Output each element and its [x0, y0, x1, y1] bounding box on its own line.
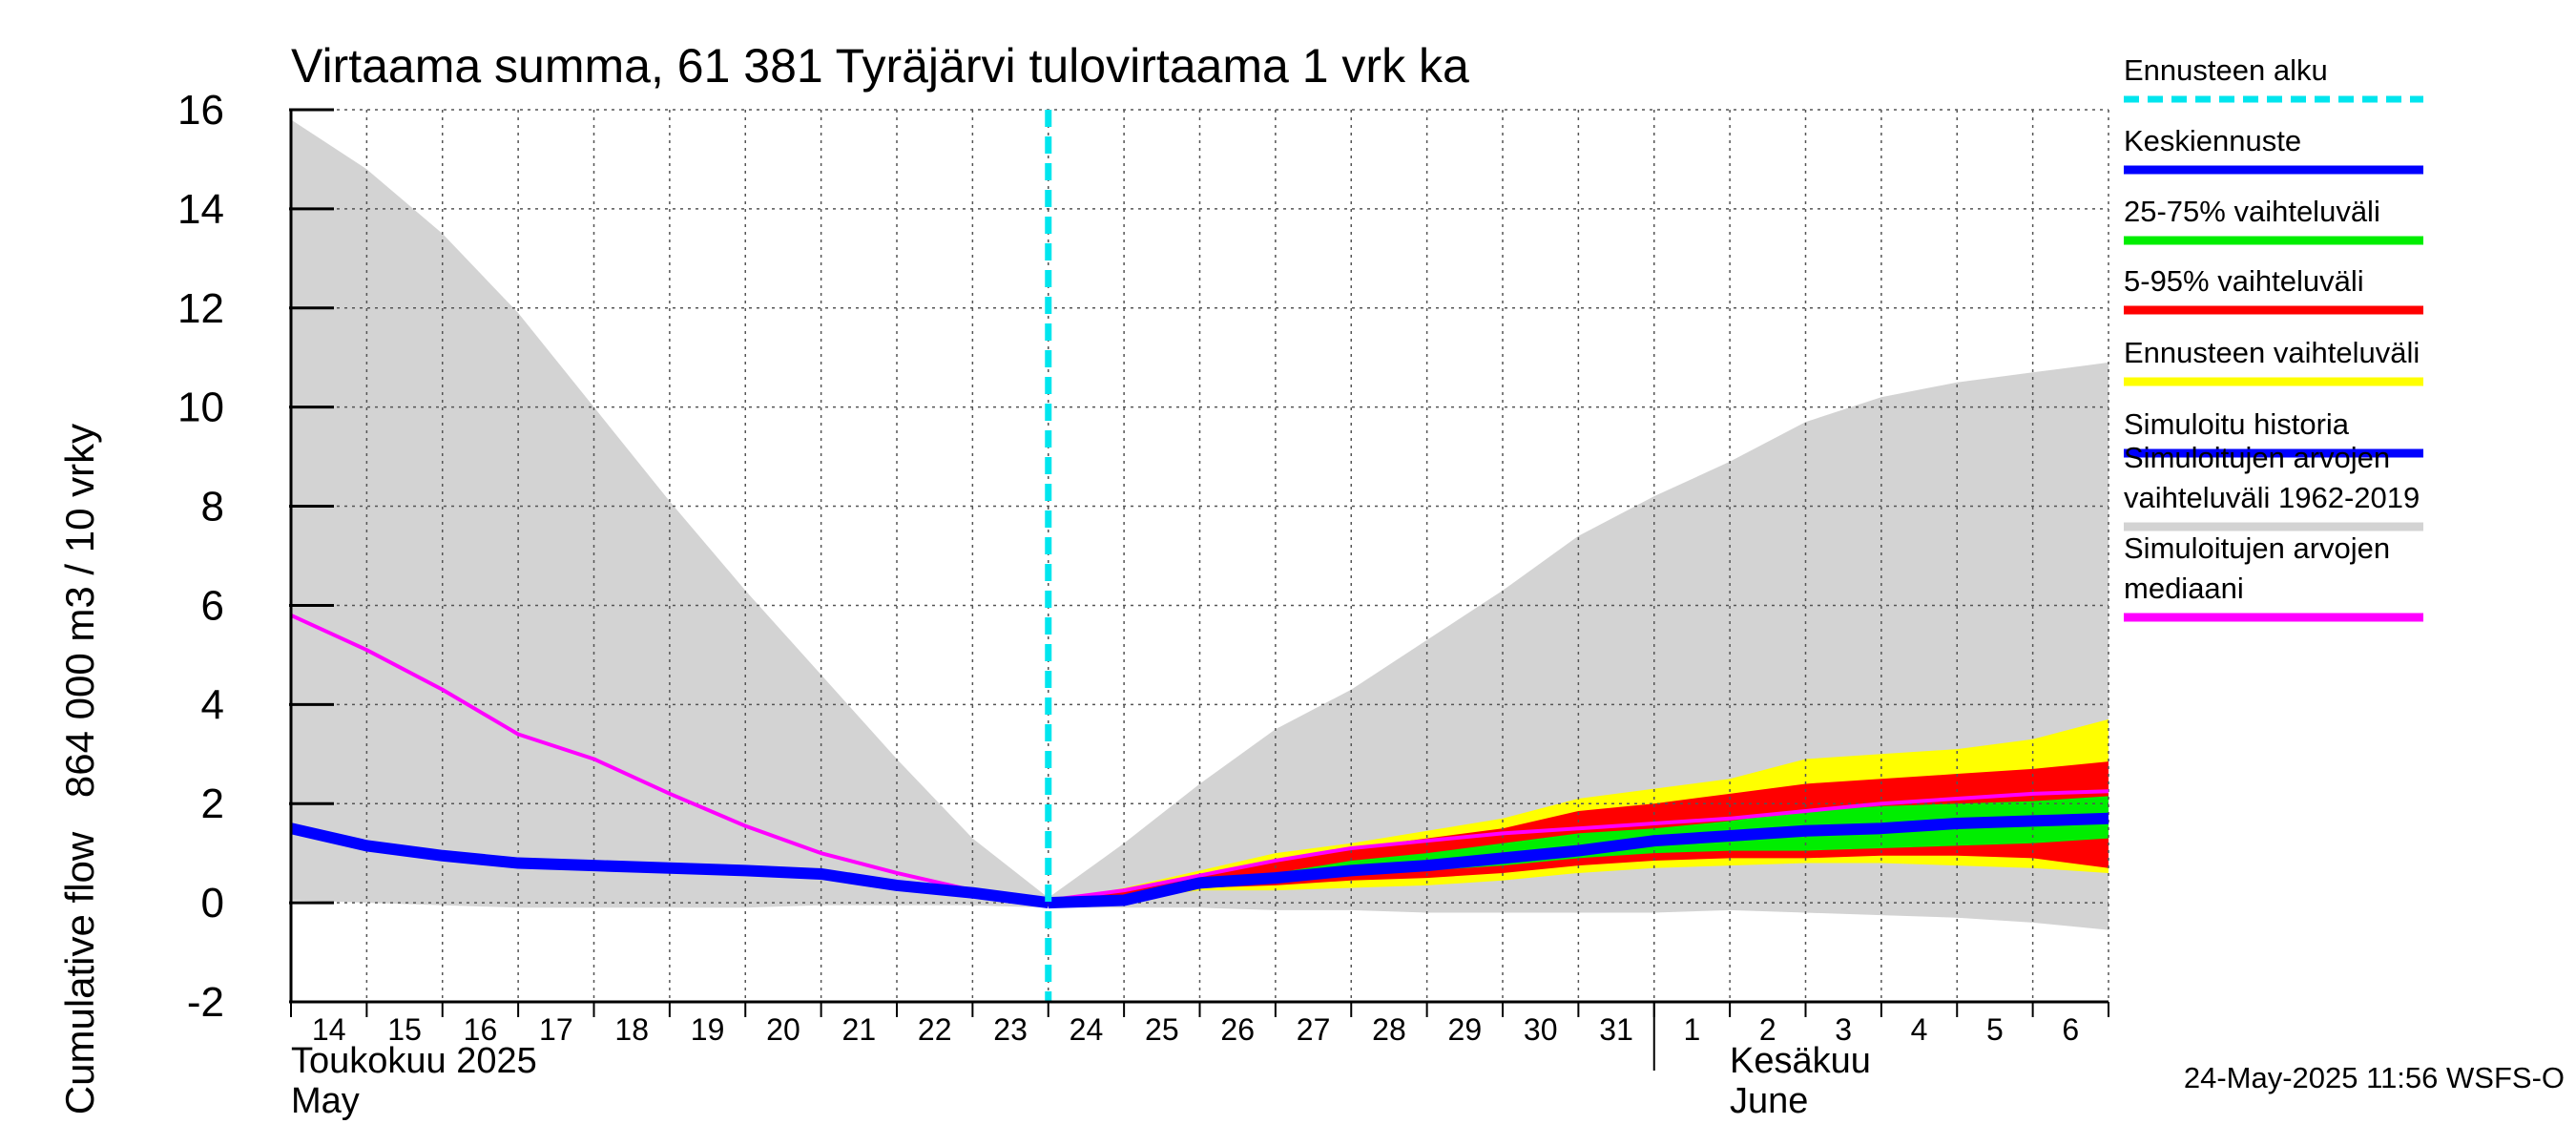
y-tick-label: 8	[201, 484, 224, 531]
x-tick-label: 17	[539, 1012, 573, 1047]
series-line-1	[289, 822, 1049, 909]
y-axis-label-top: 864 000 m3 / 10 vrky	[57, 424, 102, 798]
x-tick-label: 3	[1835, 1012, 1852, 1047]
x-tick-label: 25	[1145, 1012, 1179, 1047]
timestamp-label: 24-May-2025 11:56 WSFS-O	[2184, 1061, 2565, 1094]
legend-label-2: 25-75% vaihteluväli	[2124, 195, 2380, 228]
series-line-0	[290, 614, 2109, 903]
x-tick-label: 23	[993, 1012, 1028, 1047]
y-tick-label: 16	[177, 87, 224, 134]
legend-label-3: 5-95% vaihteluväli	[2124, 264, 2364, 298]
legend-label-1: Keskiennuste	[2124, 124, 2301, 157]
month-label-may-fi: Toukokuu 2025	[291, 1041, 537, 1081]
x-tick-label: 16	[464, 1012, 498, 1047]
x-tick-label: 2	[1759, 1012, 1776, 1047]
y-tick-label: 6	[201, 582, 224, 629]
month-label-june-en: June	[1730, 1081, 1808, 1121]
x-tick-label: 6	[2062, 1012, 2079, 1047]
y-tick-label: 14	[177, 186, 224, 233]
x-tick-label: 19	[691, 1012, 725, 1047]
x-tick-label: 27	[1297, 1012, 1331, 1047]
y-axis-label-bottom: Cumulative flow	[57, 831, 102, 1114]
chart-title: Virtaama summa, 61 381 Tyräjärvi tulovir…	[291, 39, 1469, 93]
x-tick-label: 21	[842, 1012, 877, 1047]
x-tick-label: 4	[1911, 1012, 1928, 1047]
band-0	[291, 119, 2109, 930]
x-tick-label: 31	[1599, 1012, 1633, 1047]
x-tick-label: 28	[1372, 1012, 1406, 1047]
x-tick-label: 22	[918, 1012, 952, 1047]
y-tick-label: 10	[177, 385, 224, 431]
legend-label-7: Simuloitujen arvojen	[2124, 531, 2390, 565]
legend-label-7: mediaani	[2124, 572, 2244, 605]
legend-label-5: Simuloitu historia	[2124, 407, 2350, 441]
x-tick-label: 15	[387, 1012, 422, 1047]
x-tick-label: 18	[614, 1012, 649, 1047]
x-tick-label: 30	[1524, 1012, 1558, 1047]
x-tick-label: 20	[766, 1012, 800, 1047]
x-tick-label: 29	[1448, 1012, 1483, 1047]
y-tick-label: -2	[187, 979, 224, 1026]
legend-label-6: Simuloitujen arvojen	[2124, 441, 2390, 474]
x-tick-label: 1	[1684, 1012, 1701, 1047]
x-tick-label: 5	[1986, 1012, 2004, 1047]
month-label-may-en: May	[291, 1081, 360, 1121]
x-tick-label: 24	[1070, 1012, 1104, 1047]
legend-label-4: Ennusteen vaihteluväli	[2124, 336, 2420, 369]
y-tick-label: 0	[201, 880, 224, 926]
legend: Ennusteen alku Keskiennuste 25-75% vaihtel…	[2124, 53, 2423, 622]
y-tick-label: 2	[201, 781, 224, 827]
legend-label-0: Ennusteen alku	[2124, 53, 2328, 87]
month-label-june-fi: Kesäkuu	[1730, 1041, 1871, 1081]
x-tick-label: 26	[1220, 1012, 1255, 1047]
x-tick-label: 14	[312, 1012, 346, 1047]
legend-label-6: vaihteluväli 1962-2019	[2124, 481, 2420, 514]
y-tick-label: 4	[201, 681, 224, 728]
series-line-2	[1048, 812, 2109, 909]
y-tick-label: 12	[177, 285, 224, 332]
